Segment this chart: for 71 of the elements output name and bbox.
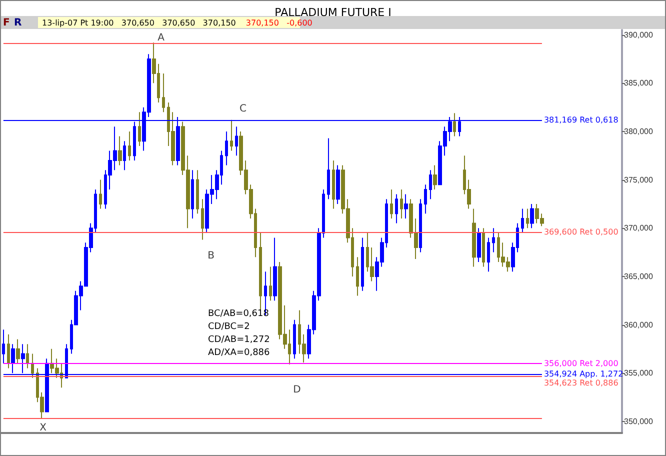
annotation: C [240, 104, 247, 114]
y-tick-label: 360,000 [624, 320, 654, 330]
candlestick [492, 228, 495, 253]
candlestick [356, 256, 359, 296]
candlestick [16, 338, 20, 364]
candlestick [26, 344, 29, 369]
text: R [14, 18, 22, 28]
candlestick [128, 130, 131, 161]
candlestick [472, 208, 476, 268]
chart-title: PALLADIUM FUTURE I [274, 6, 392, 19]
candlestick [332, 160, 335, 210]
candlestick [526, 208, 529, 229]
candlestick [419, 198, 422, 253]
candlestick [99, 179, 102, 210]
candlestick [453, 112, 456, 137]
y-tick-label: 350,000 [624, 416, 654, 426]
text: 13-lip-07 Pt 19:00 370,650 370,650 370,150 [42, 18, 236, 28]
annotation: A [158, 32, 165, 44]
candlestick [162, 72, 165, 113]
candlestick [2, 329, 5, 364]
candlestick [225, 130, 228, 166]
ref-line-label: 381,169 Ret 0,618 [544, 116, 618, 125]
candlestick [390, 188, 393, 219]
ref-line-label: 354,623 Ret 0,886 [544, 378, 618, 388]
candlestick [7, 334, 10, 369]
y-tick-label: 370,000 [624, 224, 654, 233]
candlestick [293, 319, 296, 360]
annotation: B [208, 250, 215, 262]
ref-line-label: 369,600 Ret 0,500 [544, 227, 618, 236]
annotation: BC/AB=0,618 [208, 309, 270, 319]
annotation: D [293, 384, 302, 396]
candlestick [196, 170, 199, 214]
candlestick [433, 164, 437, 190]
candlestick [259, 232, 262, 311]
candlestick [235, 126, 238, 156]
candlestick [118, 136, 122, 166]
annotation: CD/BC=2 [208, 322, 250, 332]
candlestick [201, 198, 204, 240]
candlestick [31, 353, 34, 378]
y-tick-label: 355,000 [624, 368, 654, 378]
text: F [3, 18, 10, 28]
candlestick [123, 140, 126, 171]
y-tick-label: 375,000 [624, 175, 654, 184]
ref-line-label: 356,000 Ret 2,000 [544, 358, 618, 368]
annotation: AD/XA=0,886 [208, 348, 270, 358]
candlestick [400, 188, 403, 219]
candlestick [424, 184, 427, 214]
text: 370,150 -0,600 [246, 18, 312, 28]
candlestick [273, 237, 277, 302]
candlestick [191, 170, 194, 219]
candlestick [429, 170, 432, 200]
candlestick [530, 203, 534, 229]
candlestick [395, 194, 398, 224]
candlestick [138, 112, 141, 146]
candlestick [336, 164, 340, 204]
candlestick [230, 119, 233, 152]
candlestick [521, 208, 524, 234]
y-tick-label: 365,000 [624, 272, 654, 281]
y-tick-label: 385,000 [624, 78, 654, 88]
annotation: X [40, 422, 47, 434]
candlestick [361, 237, 364, 292]
ref-line-label: 354,924 App. 1,272 [544, 369, 624, 378]
annotation: CD/AB=1,272 [208, 335, 270, 345]
candlestick [487, 237, 490, 272]
candlestick [327, 138, 330, 200]
y-tick-label: 380,000 [624, 126, 654, 136]
candlestick [482, 228, 485, 268]
candlestick [477, 228, 481, 262]
candlestick [269, 266, 272, 302]
y-tick-label: 390,000 [624, 30, 654, 40]
candlestick [404, 194, 408, 219]
